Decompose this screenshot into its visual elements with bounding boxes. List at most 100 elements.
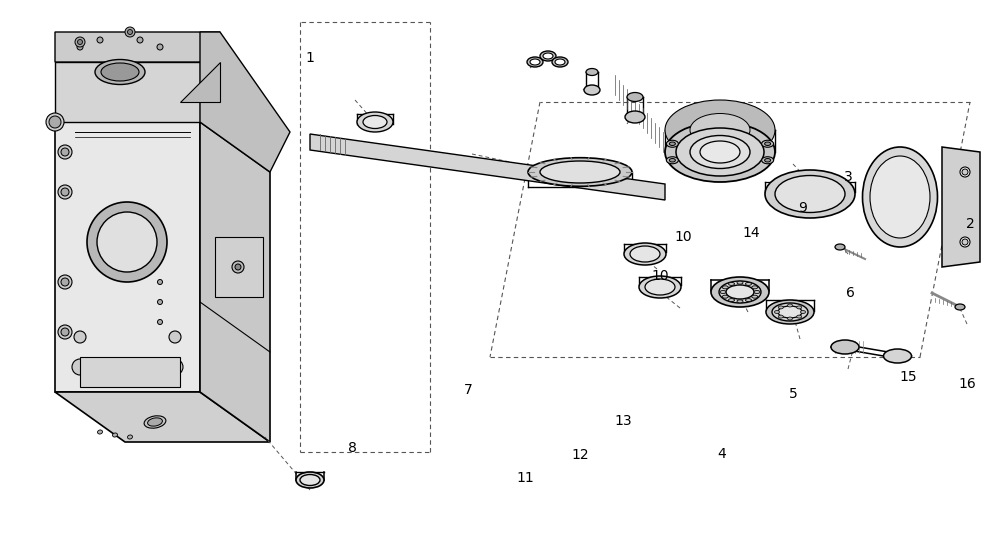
- Ellipse shape: [540, 51, 556, 61]
- Ellipse shape: [835, 244, 845, 250]
- Ellipse shape: [645, 279, 675, 295]
- Polygon shape: [200, 32, 290, 172]
- Ellipse shape: [58, 325, 72, 339]
- Polygon shape: [55, 32, 220, 62]
- Polygon shape: [942, 147, 980, 267]
- Text: 6: 6: [846, 286, 854, 300]
- Ellipse shape: [665, 100, 775, 160]
- Ellipse shape: [788, 304, 792, 307]
- Ellipse shape: [58, 145, 72, 159]
- Ellipse shape: [700, 141, 740, 163]
- Ellipse shape: [543, 53, 553, 59]
- Ellipse shape: [765, 158, 771, 162]
- Ellipse shape: [728, 283, 734, 285]
- Ellipse shape: [800, 310, 806, 314]
- Ellipse shape: [46, 113, 64, 131]
- Ellipse shape: [665, 122, 775, 182]
- Ellipse shape: [627, 93, 643, 102]
- Ellipse shape: [357, 112, 393, 132]
- Ellipse shape: [74, 331, 86, 343]
- Text: 14: 14: [742, 226, 760, 240]
- Ellipse shape: [831, 340, 859, 354]
- Ellipse shape: [762, 140, 774, 147]
- Ellipse shape: [752, 295, 758, 298]
- Ellipse shape: [58, 185, 72, 199]
- Text: 3: 3: [844, 170, 852, 184]
- Polygon shape: [55, 62, 200, 122]
- Ellipse shape: [232, 261, 244, 273]
- Ellipse shape: [754, 290, 760, 294]
- Ellipse shape: [955, 304, 965, 310]
- Ellipse shape: [61, 328, 69, 336]
- Ellipse shape: [87, 202, 167, 282]
- Ellipse shape: [98, 430, 102, 434]
- Ellipse shape: [884, 349, 912, 363]
- Ellipse shape: [669, 158, 675, 162]
- Ellipse shape: [147, 374, 153, 380]
- Ellipse shape: [158, 279, 162, 284]
- Polygon shape: [55, 392, 270, 442]
- Ellipse shape: [690, 114, 750, 146]
- Ellipse shape: [962, 169, 968, 175]
- Ellipse shape: [666, 157, 678, 164]
- Ellipse shape: [862, 147, 938, 247]
- Text: 7: 7: [464, 383, 472, 397]
- Text: 12: 12: [571, 448, 589, 462]
- Text: 9: 9: [799, 201, 807, 215]
- Ellipse shape: [169, 331, 181, 343]
- Ellipse shape: [737, 300, 743, 303]
- Ellipse shape: [235, 264, 241, 270]
- Ellipse shape: [797, 315, 802, 318]
- Ellipse shape: [95, 60, 145, 84]
- Ellipse shape: [97, 212, 157, 272]
- Ellipse shape: [97, 37, 103, 43]
- Ellipse shape: [728, 299, 734, 301]
- Ellipse shape: [78, 40, 82, 45]
- Ellipse shape: [765, 170, 855, 218]
- Ellipse shape: [61, 278, 69, 286]
- Text: 11: 11: [516, 471, 534, 485]
- Ellipse shape: [75, 37, 85, 47]
- Ellipse shape: [107, 374, 113, 380]
- Ellipse shape: [158, 320, 162, 325]
- Ellipse shape: [788, 317, 792, 320]
- Ellipse shape: [630, 246, 660, 262]
- Ellipse shape: [113, 433, 117, 437]
- Text: 15: 15: [899, 370, 917, 384]
- Ellipse shape: [669, 142, 675, 146]
- Ellipse shape: [128, 29, 132, 34]
- Ellipse shape: [528, 158, 632, 187]
- Polygon shape: [180, 62, 220, 102]
- Ellipse shape: [765, 142, 771, 146]
- Ellipse shape: [127, 374, 133, 380]
- Ellipse shape: [77, 44, 83, 50]
- Polygon shape: [310, 134, 665, 200]
- Text: 1: 1: [306, 51, 314, 65]
- Text: 16: 16: [958, 377, 976, 391]
- Ellipse shape: [61, 148, 69, 156]
- Polygon shape: [55, 122, 200, 392]
- Ellipse shape: [72, 359, 88, 375]
- Text: 10: 10: [674, 230, 692, 244]
- Ellipse shape: [778, 306, 802, 318]
- Ellipse shape: [128, 435, 132, 439]
- Ellipse shape: [962, 239, 968, 245]
- Ellipse shape: [737, 281, 743, 284]
- Ellipse shape: [144, 416, 166, 428]
- Ellipse shape: [625, 111, 645, 123]
- Ellipse shape: [711, 277, 769, 307]
- Ellipse shape: [666, 140, 678, 147]
- Ellipse shape: [690, 135, 750, 168]
- Text: 2: 2: [966, 217, 974, 231]
- Ellipse shape: [797, 306, 802, 309]
- Ellipse shape: [540, 161, 620, 183]
- Ellipse shape: [960, 167, 970, 177]
- Text: 8: 8: [348, 441, 356, 455]
- Ellipse shape: [762, 157, 774, 164]
- Ellipse shape: [527, 57, 543, 67]
- Ellipse shape: [746, 299, 752, 301]
- Ellipse shape: [555, 59, 565, 65]
- Ellipse shape: [300, 475, 320, 486]
- Ellipse shape: [158, 300, 162, 305]
- Text: 10: 10: [651, 269, 669, 283]
